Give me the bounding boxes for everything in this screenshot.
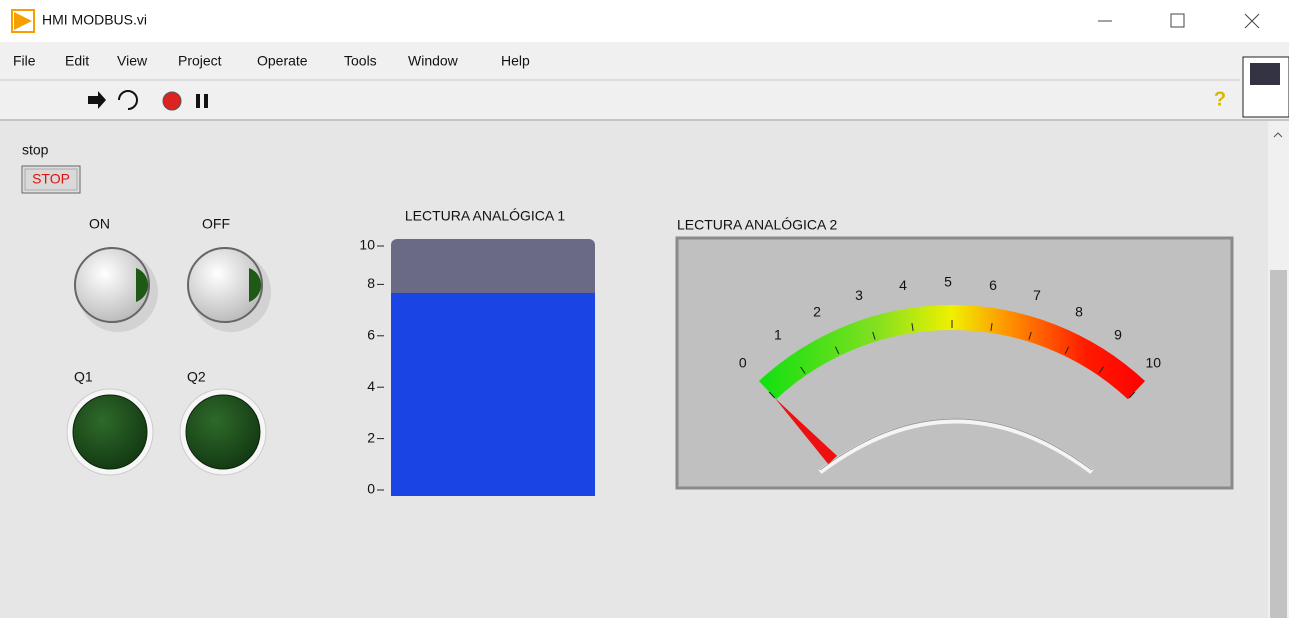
gauge-tick-label: 3 bbox=[855, 287, 863, 303]
button-label: OFF bbox=[202, 216, 230, 232]
stop-label: stop bbox=[22, 142, 49, 158]
led-label: Q2 bbox=[187, 369, 206, 385]
stop-button-face[interactable] bbox=[24, 168, 78, 191]
led-label: Q1 bbox=[74, 369, 93, 385]
led bbox=[72, 394, 148, 470]
close[interactable] bbox=[1244, 13, 1260, 29]
gauge-glass-edge bbox=[819, 418, 1093, 471]
tank-tick-label: 10 bbox=[359, 237, 375, 253]
gauge-band bbox=[758, 305, 1146, 400]
menu-item[interactable]: Help bbox=[501, 53, 530, 69]
button[interactable] bbox=[74, 247, 150, 323]
pause-a[interactable] bbox=[196, 94, 200, 108]
gauge-tick bbox=[990, 322, 993, 331]
tank-label: LECTURA ANALÓGICA 1 bbox=[405, 208, 565, 224]
gauge-tick bbox=[768, 391, 776, 399]
tank-tick-label: 2 bbox=[367, 429, 375, 445]
gauge-tick-label: 5 bbox=[944, 274, 952, 290]
button-indicator bbox=[249, 268, 262, 302]
scroll-thumb[interactable] bbox=[1270, 270, 1287, 618]
gauge-tick bbox=[911, 322, 914, 331]
gauge-tick-label: 2 bbox=[813, 304, 821, 320]
maximize[interactable] bbox=[1170, 13, 1185, 28]
led bbox=[185, 394, 261, 470]
gauge-tick-label: 4 bbox=[899, 277, 907, 293]
tank-tick-label: 8 bbox=[367, 275, 375, 291]
menu-toolbar bbox=[0, 42, 1289, 122]
gauge-tick bbox=[800, 366, 806, 374]
title-bar bbox=[0, 0, 1289, 42]
gauge-tick bbox=[1064, 346, 1070, 355]
gauge-tick-label: 10 bbox=[1145, 355, 1161, 371]
gauge-tick bbox=[834, 346, 840, 355]
app-icon bbox=[14, 12, 32, 30]
menu-item[interactable]: View bbox=[117, 53, 148, 69]
button-label: ON bbox=[89, 216, 110, 232]
gauge-label: LECTURA ANALÓGICA 2 bbox=[677, 217, 837, 233]
app-icon-frame bbox=[11, 9, 35, 33]
gauge-tick bbox=[1098, 366, 1104, 374]
gauge-tick bbox=[872, 331, 876, 340]
gauge-tick-label: 0 bbox=[739, 355, 747, 371]
gauge-tick bbox=[1128, 391, 1136, 399]
run-continuously[interactable] bbox=[118, 90, 138, 110]
gauge-tick-label: 1 bbox=[774, 326, 782, 342]
menu-item[interactable]: Operate bbox=[257, 53, 308, 69]
window-title: HMI MODBUS.vi bbox=[42, 12, 147, 28]
menu-item[interactable]: Tools bbox=[344, 53, 377, 69]
pause-b[interactable] bbox=[204, 94, 208, 108]
run[interactable] bbox=[88, 91, 106, 109]
gauge-tick-label: 7 bbox=[1033, 287, 1041, 303]
gauge-tick bbox=[1028, 331, 1032, 340]
gauge-panel bbox=[675, 236, 1234, 490]
menu-item[interactable]: Project bbox=[178, 53, 222, 69]
gauge-tick-label: 8 bbox=[1075, 304, 1083, 320]
menu-item[interactable]: File bbox=[13, 53, 36, 69]
tank-tick-label: 4 bbox=[367, 378, 375, 394]
gauge-glass bbox=[818, 418, 1094, 475]
menu-item[interactable]: Window bbox=[408, 53, 459, 69]
tank-tick-label: 0 bbox=[367, 481, 375, 497]
gauge-tick-label: 6 bbox=[989, 277, 997, 293]
help-icon[interactable]: ? bbox=[1214, 88, 1226, 110]
tank-fill bbox=[391, 292, 595, 496]
button-indicator bbox=[136, 268, 149, 302]
button[interactable] bbox=[187, 247, 263, 323]
menu-item[interactable]: Edit bbox=[65, 53, 89, 69]
vi-icon-screen bbox=[1250, 63, 1280, 85]
abort[interactable] bbox=[162, 91, 182, 111]
gauge-needle bbox=[774, 397, 838, 465]
gauge-tick-label: 9 bbox=[1114, 326, 1122, 342]
tank-tick-label: 6 bbox=[367, 327, 375, 343]
scroll-up[interactable] bbox=[1273, 132, 1283, 138]
stop-button-text[interactable]: STOP bbox=[32, 171, 70, 187]
